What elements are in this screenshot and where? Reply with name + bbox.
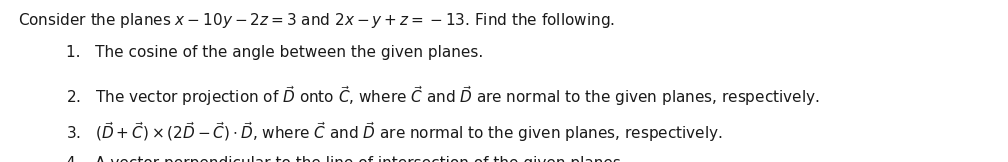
Text: Consider the planes $x - 10y - 2z = 3$ and $2x - y + z = -13$. Find the followin: Consider the planes $x - 10y - 2z = 3$ a…: [18, 11, 615, 30]
Text: 1.   The cosine of the angle between the given planes.: 1. The cosine of the angle between the g…: [66, 45, 483, 60]
Text: 4.   A vector perpendicular to the line of intersection of the given planes.: 4. A vector perpendicular to the line of…: [66, 156, 625, 162]
Text: 3.   $(\vec{D} + \vec{C}) \times (2\vec{D} - \vec{C}) \cdot \vec{D}$, where $\ve: 3. $(\vec{D} + \vec{C}) \times (2\vec{D}…: [66, 120, 723, 144]
Text: 2.   The vector projection of $\vec{D}$ onto $\vec{C}$, where $\vec{C}$ and $\ve: 2. The vector projection of $\vec{D}$ on…: [66, 84, 820, 108]
